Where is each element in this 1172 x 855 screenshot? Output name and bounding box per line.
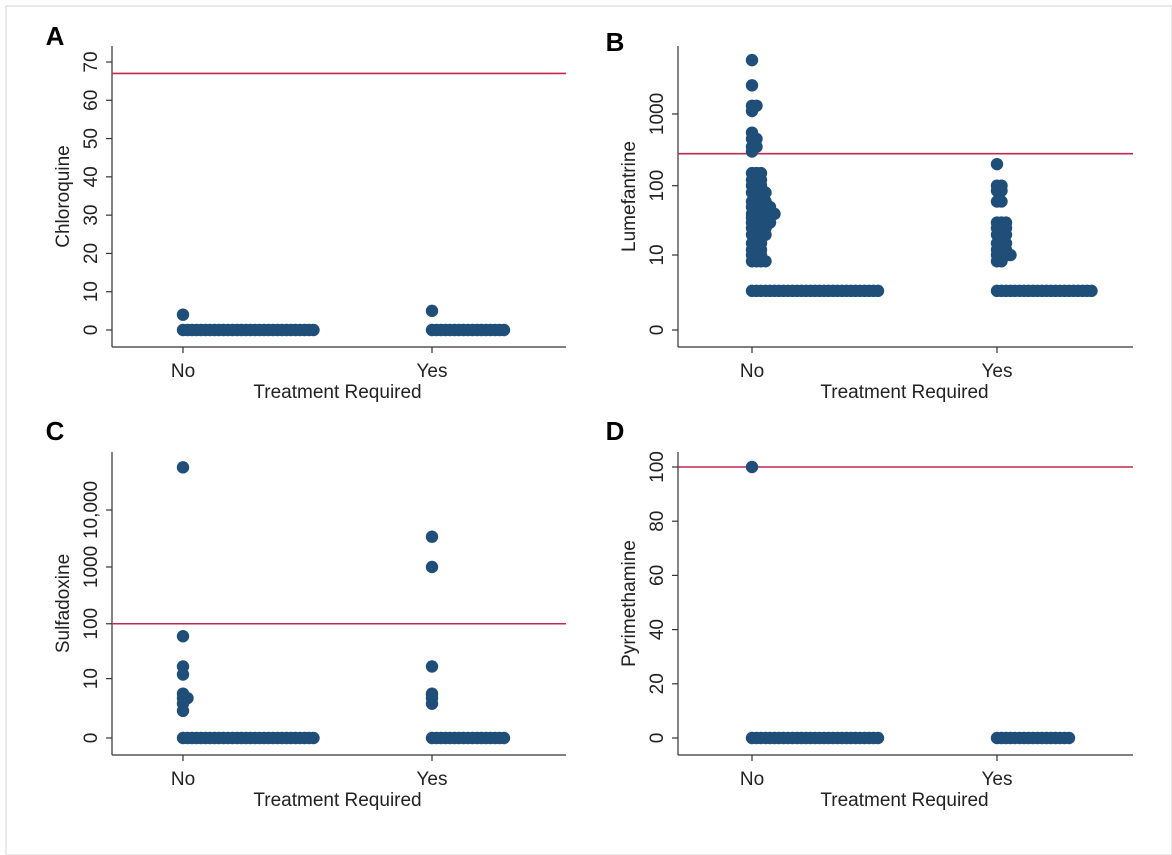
figure-border (5, 5, 1172, 855)
x-tick-label: Yes (417, 361, 448, 382)
y-axis-label: Chloroquine (53, 145, 74, 247)
y-tick-label: 20 (81, 243, 102, 264)
dot (307, 323, 320, 337)
dot (871, 731, 885, 745)
y-tick-label: 70 (81, 51, 102, 72)
dot (176, 630, 190, 643)
y-tick-label: 60 (647, 565, 668, 586)
y-tick-label: 10 (647, 244, 668, 265)
dot (995, 184, 1008, 197)
dot (307, 731, 320, 745)
y-tick-label: 20 (647, 673, 668, 694)
dot (1004, 248, 1017, 262)
dot (1062, 731, 1076, 745)
dot (425, 697, 439, 710)
x-tick-label: No (171, 769, 195, 790)
dot (990, 157, 1004, 171)
dot (995, 195, 1008, 208)
y-tick-label: 10,000 (81, 481, 102, 539)
x-tick-label: No (740, 361, 764, 382)
y-axis-label: Pyrimethamine (619, 540, 640, 667)
y-tick-label: 1000 (81, 546, 102, 588)
y-tick-label: 0 (81, 733, 102, 744)
dot (745, 104, 759, 118)
dot (995, 255, 1008, 268)
y-tick-label: 100 (647, 170, 668, 202)
y-tick-label: 50 (81, 128, 102, 149)
y-tick-label: 0 (81, 325, 102, 336)
y-tick-label: 100 (81, 608, 102, 640)
y-tick-label: 10 (81, 668, 102, 689)
dot (176, 704, 190, 718)
dot (176, 461, 190, 474)
dot (425, 660, 439, 673)
y-tick-label: 40 (81, 166, 102, 187)
dot (497, 323, 511, 337)
x-tick-label: No (740, 769, 764, 790)
x-tick-label: No (171, 361, 195, 382)
dot (1085, 284, 1098, 298)
x-tick-label: Yes (982, 361, 1013, 382)
y-tick-label: 60 (81, 90, 102, 111)
dot (745, 460, 759, 474)
y-axis-label: Lumefantrine (619, 141, 640, 252)
panel-label: B (606, 27, 625, 57)
x-axis-label: Treatment Required (820, 382, 988, 403)
y-axis-label: Sulfadoxine (53, 554, 74, 653)
dot (176, 308, 190, 321)
panel-label: A (46, 21, 65, 51)
x-axis-label: Treatment Required (253, 382, 421, 403)
dot (425, 530, 439, 543)
y-tick-label: 10 (81, 281, 102, 302)
x-tick-label: Yes (982, 769, 1013, 790)
x-axis-label: Treatment Required (820, 790, 988, 811)
dot (759, 255, 772, 268)
dot (176, 668, 190, 681)
y-tick-label: 0 (647, 325, 668, 336)
dot (497, 731, 511, 745)
dot (425, 304, 439, 318)
dot (745, 53, 759, 67)
y-tick-label: 30 (81, 205, 102, 226)
x-axis-label: Treatment Required (253, 790, 421, 811)
y-tick-label: 80 (647, 511, 668, 532)
dot (745, 79, 759, 92)
panel-label: D (606, 416, 625, 446)
x-tick-label: Yes (417, 769, 448, 790)
y-tick-label: 40 (647, 619, 668, 640)
y-tick-label: 100 (647, 451, 668, 483)
y-tick-label: 0 (647, 733, 668, 744)
y-tick-label: 1000 (647, 93, 668, 135)
panel-label: C (46, 416, 65, 446)
dot (745, 145, 759, 158)
dot (425, 560, 439, 574)
dot (871, 284, 885, 298)
